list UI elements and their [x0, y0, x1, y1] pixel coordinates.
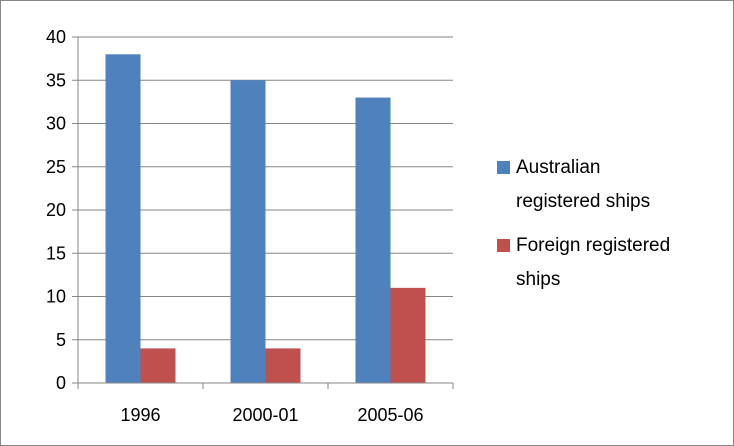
y-tick-labels: 0 5 10 15 20 25 30 35 40 — [46, 27, 66, 393]
x-tick-label: 1996 — [120, 405, 160, 425]
legend-swatch-foreign — [497, 239, 510, 252]
axes — [72, 36, 454, 389]
bar-foreign-2000-01 — [265, 348, 301, 383]
x-tick-label: 2000-01 — [232, 405, 298, 425]
bar-foreign-1996 — [140, 348, 176, 383]
y-tick-label: 40 — [46, 27, 66, 47]
y-tick-label: 15 — [46, 243, 66, 263]
y-tick-label: 5 — [56, 330, 66, 350]
legend-label-line: registered ships — [516, 191, 650, 212]
legend-label-line: Australian — [516, 157, 601, 178]
y-tick-label: 25 — [46, 157, 66, 177]
bar-australian-2000-01 — [230, 80, 266, 383]
legend-label-line: Foreign registered — [516, 235, 670, 256]
bar-foreign-2005-06 — [390, 287, 426, 383]
y-tick-label: 30 — [46, 114, 66, 134]
y-tick-label: 10 — [46, 287, 66, 307]
bar-australian-1996 — [105, 54, 141, 384]
legend: Australian registered ships Foreign regist… — [497, 157, 670, 290]
bars — [105, 54, 426, 384]
bar-australian-2005-06 — [355, 97, 391, 384]
y-tick-label: 20 — [46, 200, 66, 220]
legend-label-line: ships — [516, 269, 560, 290]
y-tick-label: 0 — [56, 373, 66, 393]
x-tick-labels: 1996 2000-01 2005-06 — [120, 405, 423, 425]
legend-swatch-australian — [497, 161, 510, 174]
x-tick-label: 2005-06 — [357, 405, 423, 425]
y-tick-label: 35 — [46, 70, 66, 90]
